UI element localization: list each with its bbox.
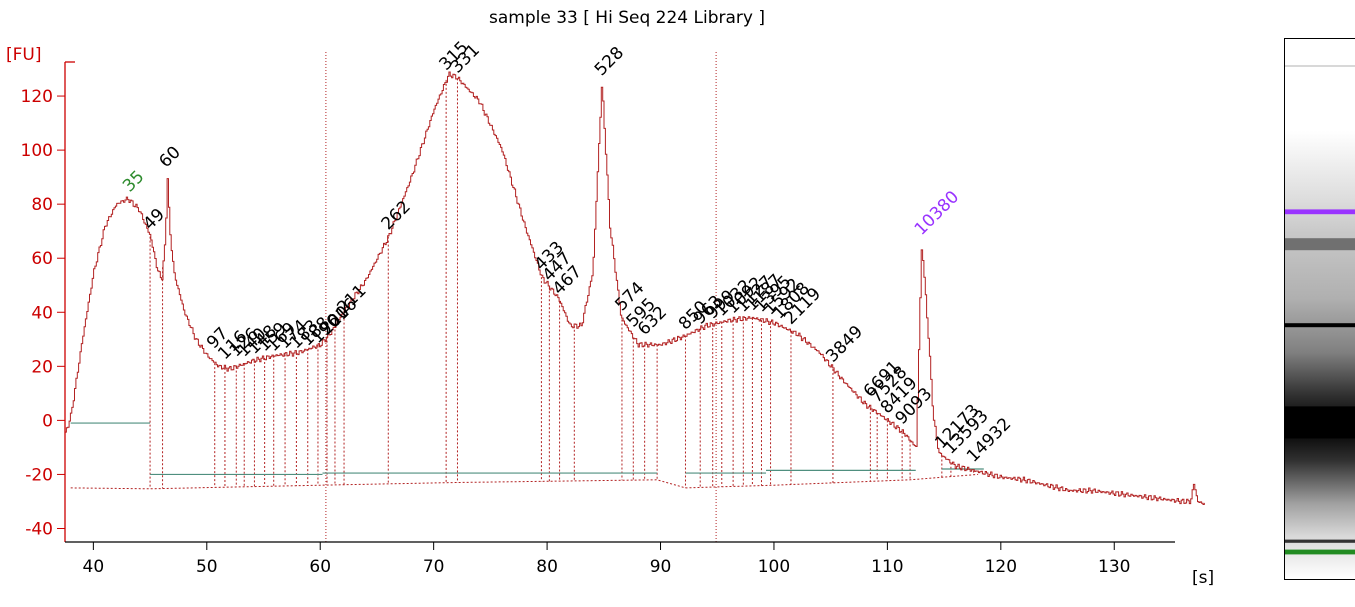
- y-tick-label: -40: [25, 519, 53, 539]
- x-tick-label: 100: [758, 557, 790, 577]
- gel-image: [1284, 38, 1355, 580]
- signal-trace: [65, 71, 1205, 505]
- x-tick-label: 70: [423, 557, 445, 577]
- plot-area: -40 -20 0 20 40 60 80 100 120 40 50 60 70 80 90 100 110 1…: [21, 38, 1205, 577]
- x-tick-label: 120: [985, 557, 1017, 577]
- y-axis-label: [FU]: [6, 45, 42, 65]
- peak-label: 60: [155, 143, 184, 172]
- gel-band: [1285, 238, 1355, 251]
- peak-label: 10380: [911, 187, 963, 239]
- y-tick-label: 60: [31, 249, 53, 269]
- gel-band: [1285, 539, 1355, 543]
- x-tick-label: 60: [309, 557, 331, 577]
- y-tick-label: 80: [31, 195, 53, 215]
- y-tick-label: 120: [21, 87, 53, 107]
- gel-band: [1285, 549, 1355, 555]
- x-tick-label: 130: [1098, 557, 1130, 577]
- chart-title: sample 33 [ Hi Seq 224 Library ]: [489, 8, 765, 28]
- peak-label: 528: [591, 43, 628, 80]
- y-tick-label: 0: [42, 411, 53, 431]
- y-tick-label: 100: [21, 141, 53, 161]
- x-tick-label: 110: [871, 557, 903, 577]
- gel-lane: [1285, 39, 1355, 579]
- peak-label: 49: [139, 205, 168, 234]
- y-tick-label: -20: [25, 465, 53, 485]
- electropherogram-chart: sample 33 [ Hi Seq 224 Library ] [FU] [s…: [6, 8, 1214, 588]
- x-tick-label: 80: [536, 557, 558, 577]
- integration-envelope: [70, 473, 979, 490]
- gel-band: [1285, 209, 1355, 215]
- peak-label: 262: [378, 197, 415, 234]
- gel-band: [1285, 406, 1355, 439]
- y-tick-label: 20: [31, 357, 53, 377]
- y-tick-label: 40: [31, 303, 53, 323]
- x-tick-label: 50: [196, 557, 218, 577]
- peak-label: 3849: [822, 322, 867, 367]
- gel-band: [1285, 323, 1355, 328]
- peak-label: 35: [119, 167, 148, 196]
- gel-background: [1285, 39, 1355, 579]
- x-tick-label: 90: [650, 557, 672, 577]
- x-axis-label: [s]: [1192, 568, 1214, 588]
- x-tick-label: 40: [83, 557, 105, 577]
- gel-band: [1285, 65, 1355, 67]
